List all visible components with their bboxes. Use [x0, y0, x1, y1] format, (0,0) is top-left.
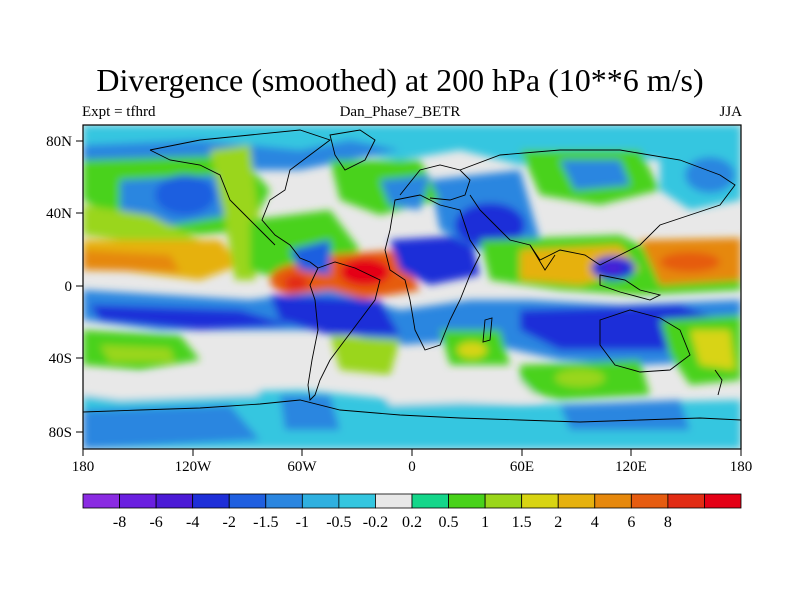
x-tick-label: 180: [72, 459, 95, 475]
colorbar-labels: -8 -6 -4 -2 -1.5 -1 -0.5 -0.2 0.2 0.5 1 1.5 2 4 6 8: [113, 514, 672, 531]
colorbar-tick-label: -0.5: [326, 514, 351, 531]
y-tick-label: 40S: [49, 351, 72, 367]
colorbar-tick-label: 4: [591, 514, 599, 531]
colorbar-tick-label: 1.5: [512, 514, 532, 531]
x-tick-label: 0: [408, 459, 416, 475]
colorbar-swatch: [338, 493, 376, 509]
colorbar-tick-label: -2: [223, 514, 236, 531]
coastlines: [83, 129, 741, 423]
colorbar-swatch: [448, 493, 486, 509]
colorbar-tick-label: 6: [627, 514, 635, 531]
colorbar-tick-label: -8: [113, 514, 126, 531]
colorbar-swatch: [704, 493, 742, 509]
experiment-label: Expt = tfhrd: [82, 104, 156, 120]
season-label: JJA: [719, 104, 742, 120]
colorbar-tick-label: -0.2: [363, 514, 388, 531]
colorbar-swatch: [411, 493, 449, 509]
colorbar-swatch: [630, 493, 669, 509]
axis-ticks: [76, 140, 742, 456]
colorbar-swatch: [521, 493, 559, 509]
colorbar-swatch: [594, 493, 632, 509]
colorbar-swatch: [301, 493, 340, 509]
colorbar-swatch: [192, 493, 230, 509]
y-tick-label: 40N: [46, 206, 72, 222]
y-tick-label: 80N: [46, 134, 72, 150]
colorbar-swatch: [375, 493, 413, 509]
y-tick-label: 0: [65, 279, 73, 295]
x-tick-label: 60W: [287, 459, 317, 475]
colorbar-tick-label: 0.2: [402, 514, 422, 531]
x-tick-label: 120W: [175, 459, 213, 475]
y-tick-label: 80S: [49, 425, 72, 441]
colorbar-tick-label: -6: [149, 514, 162, 531]
colorbar-tick-label: -4: [186, 514, 199, 531]
colorbar-tick-label: -1.5: [253, 514, 278, 531]
colorbar-swatch: [228, 493, 267, 509]
colorbar-tick-label: 8: [664, 514, 672, 531]
colorbar: [82, 493, 742, 509]
plot-title: Divergence (smoothed) at 200 hPa (10**6 …: [96, 62, 704, 98]
colorbar-swatch: [557, 493, 596, 509]
colorbar-swatch: [155, 493, 194, 509]
colorbar-tick-label: 1: [481, 514, 489, 531]
x-tick-label: 120E: [615, 459, 647, 475]
colorbar-swatch: [265, 493, 303, 509]
colorbar-swatch: [484, 493, 523, 509]
divergence-field: [83, 125, 741, 449]
x-tick-label: 180: [730, 459, 753, 475]
x-tick-label: 60E: [510, 459, 534, 475]
case-label: Dan_Phase7_BETR: [339, 104, 461, 120]
colorbar-swatch: [82, 493, 120, 509]
colorbar-tick-label: 0.5: [439, 514, 459, 531]
colorbar-swatch: [119, 493, 157, 509]
colorbar-tick-label: -1: [296, 514, 309, 531]
colorbar-swatch: [667, 493, 705, 509]
colorbar-tick-label: 2: [554, 514, 562, 531]
